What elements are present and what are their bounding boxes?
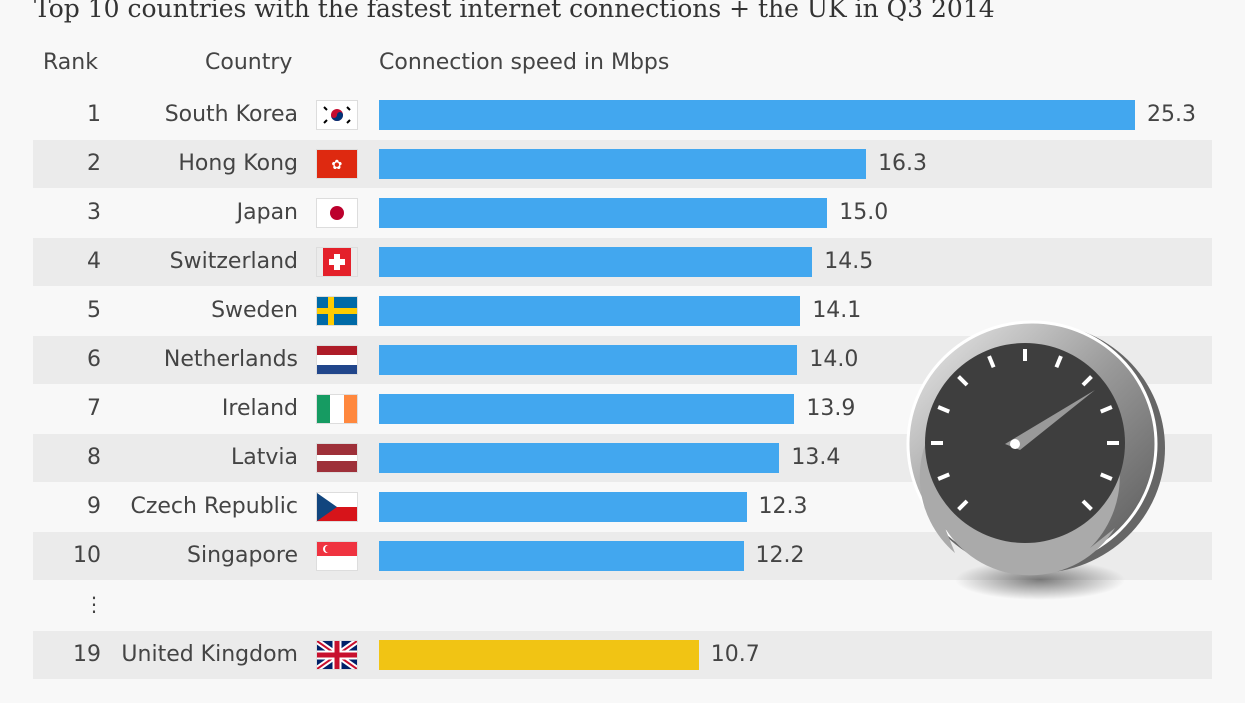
bar [379, 296, 801, 326]
country-label: Singapore [187, 543, 298, 568]
rank-label: 4 [87, 249, 101, 274]
bar [379, 443, 780, 473]
flag-sg-icon [317, 542, 357, 570]
chart-title: Top 10 countries with the fastest intern… [34, 0, 995, 23]
rank-label: 7 [87, 396, 101, 421]
table-row: 9 Czech Republic 12.3 [33, 483, 1212, 531]
flag-jp-icon [317, 199, 357, 227]
bar [379, 198, 828, 228]
rank-label: 3 [87, 200, 101, 225]
country-label: Switzerland [169, 249, 298, 274]
bar [379, 394, 795, 424]
rank-label: 19 [73, 642, 101, 667]
flag-lv-icon [317, 444, 357, 472]
bar [379, 541, 744, 571]
country-label: Netherlands [163, 347, 298, 372]
table-row: 2 Hong Kong ✿ 16.3 [33, 140, 1212, 188]
country-label: South Korea [164, 102, 298, 127]
value-label: 12.3 [758, 494, 808, 519]
country-label: United Kingdom [121, 642, 298, 667]
value-label: 16.3 [878, 151, 928, 176]
table-row: 19 United Kingdom 10.7 [33, 631, 1212, 679]
table-row: 1 South Korea 25.3 [33, 91, 1212, 139]
flag-gb-icon [317, 641, 357, 669]
rank-header: Rank [43, 50, 98, 75]
gauge-tick [987, 355, 996, 369]
value-label: 14.5 [824, 249, 874, 274]
flag-cz-icon [317, 493, 357, 521]
gauge-tick [957, 499, 969, 511]
country-label: Hong Kong [178, 151, 298, 176]
bar [379, 149, 867, 179]
country-label: Sweden [211, 298, 298, 323]
gauge-tick [937, 405, 951, 414]
rank-label: 5 [87, 298, 101, 323]
country-label: Ireland [221, 396, 298, 421]
flag-hk-icon: ✿ [317, 150, 357, 178]
value-label: 12.2 [755, 543, 805, 568]
speedometer-icon [906, 320, 1165, 600]
flag-kr-icon [317, 101, 357, 129]
country-label: Latvia [231, 445, 298, 470]
rank-label: 8 [87, 445, 101, 470]
gauge-tick [1099, 405, 1113, 414]
gauge-tick [1054, 355, 1063, 369]
bar [379, 247, 813, 277]
gauge-tick [1081, 375, 1093, 387]
value-label: 13.9 [806, 396, 856, 421]
value-label: 10.7 [710, 642, 760, 667]
rank-label: 2 [87, 151, 101, 176]
value-label: 14.0 [809, 347, 859, 372]
value-label: 25.3 [1147, 102, 1196, 127]
flag-nl-icon [317, 346, 357, 374]
value-label: 13.4 [791, 445, 841, 470]
gauge-tick [1081, 499, 1093, 511]
gauge-tick [1099, 472, 1113, 481]
ellipsis: ⋮ [84, 592, 104, 616]
value-label: 14.1 [812, 298, 862, 323]
value-header: Connection speed in Mbps [379, 50, 670, 75]
rank-label: 9 [87, 494, 101, 519]
gauge-tick [937, 472, 951, 481]
table-row: 5 Sweden 14.1 [33, 287, 1212, 335]
table-row: 4 Switzerland 14.5 [33, 238, 1212, 286]
rank-label: 6 [87, 347, 101, 372]
country-label: Japan [236, 200, 298, 225]
bar [379, 100, 1135, 130]
rank-label: 1 [87, 102, 101, 127]
svg-text:✿: ✿ [332, 158, 343, 173]
country-header: Country [205, 50, 293, 75]
flag-ie-icon [317, 395, 357, 423]
bar [379, 492, 747, 522]
bar [379, 345, 798, 375]
flag-se-icon [317, 297, 357, 325]
bar [379, 640, 699, 670]
table-row: 3 Japan 15.0 [33, 189, 1212, 237]
rank-label: 10 [73, 543, 101, 568]
value-label: 15.0 [839, 200, 889, 225]
table-row: 7 Ireland 13.9 [33, 385, 1212, 433]
flag-ch-icon [323, 248, 351, 276]
gauge-tick [957, 375, 969, 387]
country-label: Czech Republic [130, 494, 298, 519]
